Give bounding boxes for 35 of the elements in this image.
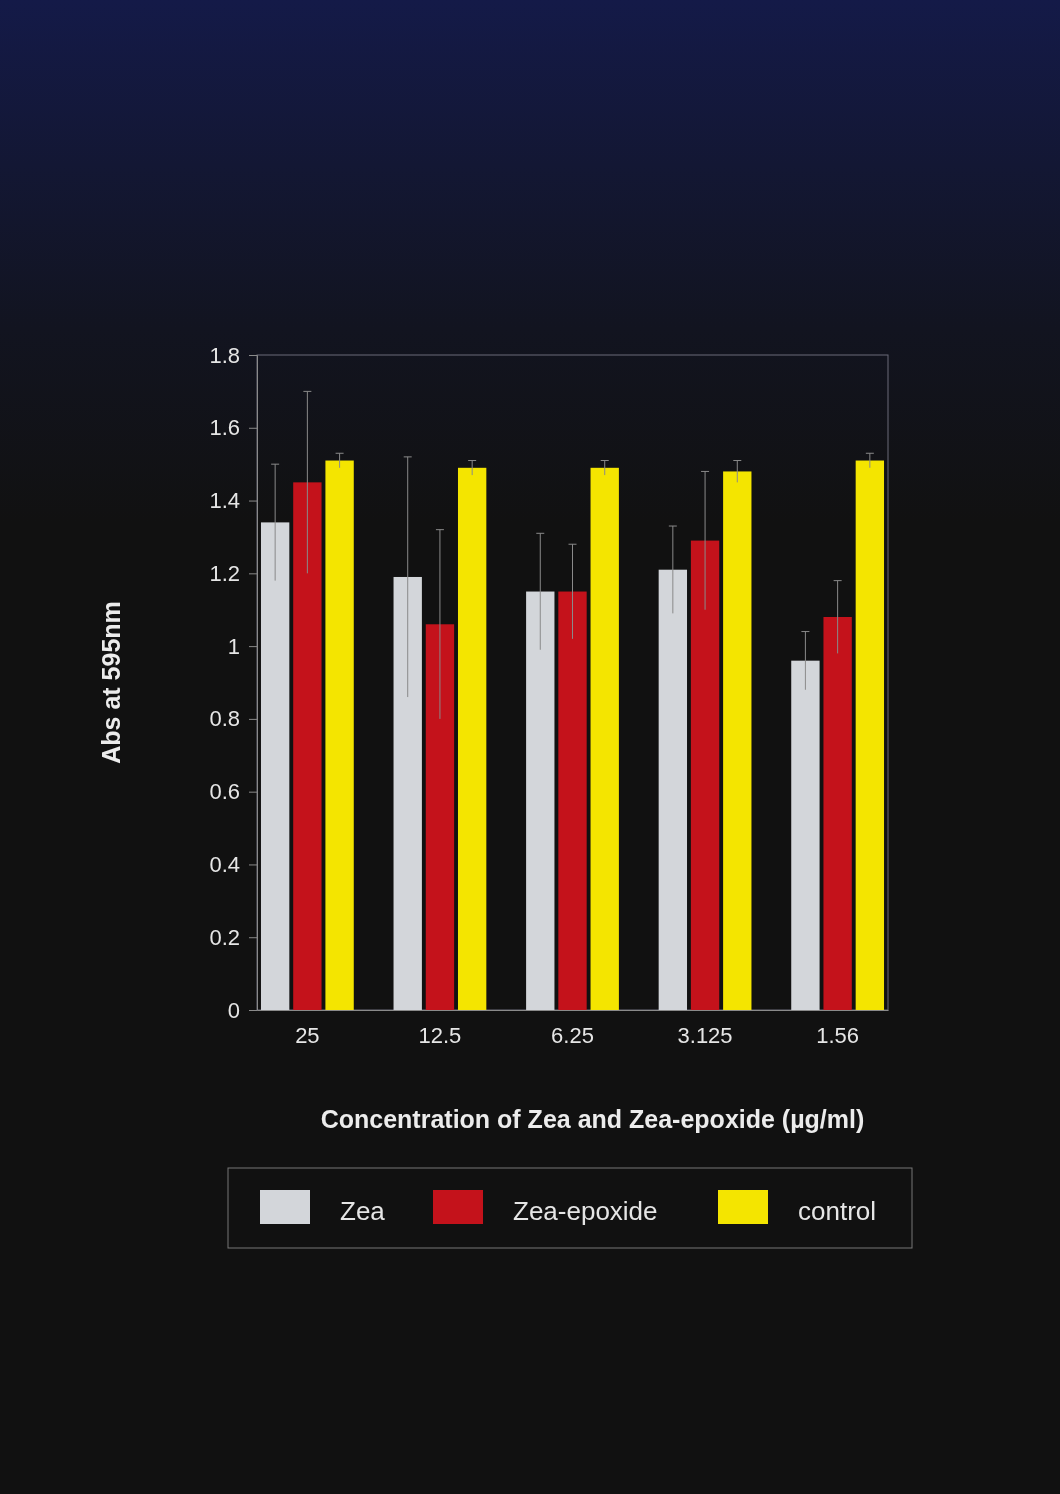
bar (658, 569, 688, 1010)
y-tick-label: 1 (227, 633, 240, 659)
bar (425, 624, 455, 1010)
x-tick-label: 1.56 (816, 1023, 860, 1048)
legend-label: control (798, 1196, 877, 1226)
y-tick-label: 1.8 (209, 342, 240, 368)
x-tick-label: 6.25 (551, 1023, 594, 1048)
y-tick-label: 0.4 (209, 851, 240, 877)
bar (393, 576, 422, 1010)
x-tick-label: 3.125 (677, 1023, 733, 1048)
legend-label: Zea-epoxide (513, 1196, 658, 1226)
bar (791, 660, 820, 1010)
bar (457, 467, 487, 1010)
x-axis-title: Concentration of Zea and Zea-epoxide (µg/ml) (320, 1105, 865, 1133)
y-tick-label: 1.4 (209, 488, 240, 514)
y-tick-label: 0.8 (209, 706, 240, 732)
bar (293, 482, 322, 1010)
bar (590, 467, 619, 1010)
bar (260, 522, 290, 1010)
legend-label: Zea (340, 1196, 386, 1226)
y-tick-label: 1.2 (209, 560, 240, 586)
bar (558, 591, 587, 1010)
y-tick-label: 0.2 (209, 924, 240, 950)
y-tick-label: 0 (227, 997, 240, 1023)
y-axis-title: Abs at 595nm (97, 601, 125, 764)
bar (690, 540, 720, 1010)
y-tick-label: 0.6 (209, 779, 240, 805)
bar (855, 460, 885, 1010)
x-tick-label: 25 (295, 1023, 320, 1048)
bar (823, 617, 852, 1010)
bar (723, 471, 752, 1010)
x-tick-label: 12.5 (418, 1023, 462, 1048)
bar (526, 591, 555, 1010)
bar (325, 460, 354, 1010)
y-tick-label: 1.6 (209, 415, 240, 441)
